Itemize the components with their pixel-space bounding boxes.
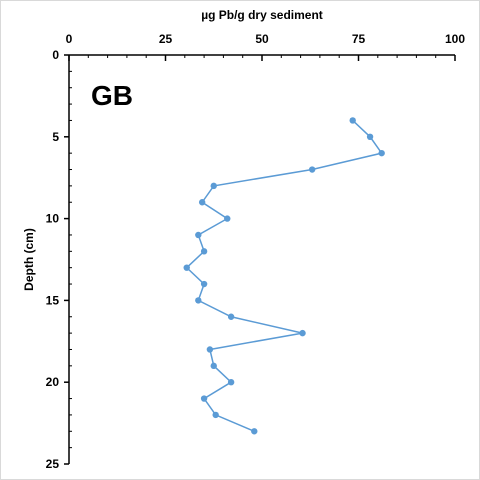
data-point: [195, 231, 202, 239]
data-point: [308, 166, 316, 173]
x-tick-label: 75: [352, 32, 366, 46]
data-point: [195, 297, 202, 304]
data-point: [212, 411, 219, 419]
y-axis-title: Depth (cm): [22, 228, 36, 291]
x-tick-label: 25: [159, 32, 173, 46]
y-tick-label: 5: [52, 130, 59, 144]
data-point: [210, 362, 217, 370]
data-point: [183, 264, 190, 271]
data-point: [227, 379, 235, 386]
data-point: [200, 280, 208, 288]
data-point: [200, 395, 208, 402]
x-axis-title: µg Pb/g dry sediment: [201, 8, 323, 22]
x-tick-label: 100: [445, 32, 465, 46]
y-tick-label: 10: [46, 212, 60, 226]
axes: 0 25 50 75 100 0 5 10 15 20 25: [46, 32, 466, 471]
y-tick-label: 15: [46, 293, 60, 307]
data-point: [349, 117, 356, 124]
data-point: [210, 182, 217, 190]
data-point: [299, 329, 306, 337]
y-tick-label: 25: [46, 457, 60, 471]
x-tick-label: 50: [255, 32, 269, 46]
data-point: [227, 313, 235, 320]
data-point: [200, 248, 208, 255]
series-line: [185, 119, 383, 432]
data-point: [378, 149, 385, 157]
data-point: [198, 199, 206, 206]
y-tick-label: 20: [46, 375, 60, 389]
series-layer: [183, 117, 385, 435]
data-point: [206, 346, 214, 353]
site-label: GB: [91, 80, 133, 111]
data-point: [251, 428, 258, 435]
data-point: [224, 215, 231, 222]
data-point: [366, 133, 374, 140]
y-tick-label: 0: [52, 48, 59, 62]
x-tick-label: 0: [66, 32, 73, 46]
